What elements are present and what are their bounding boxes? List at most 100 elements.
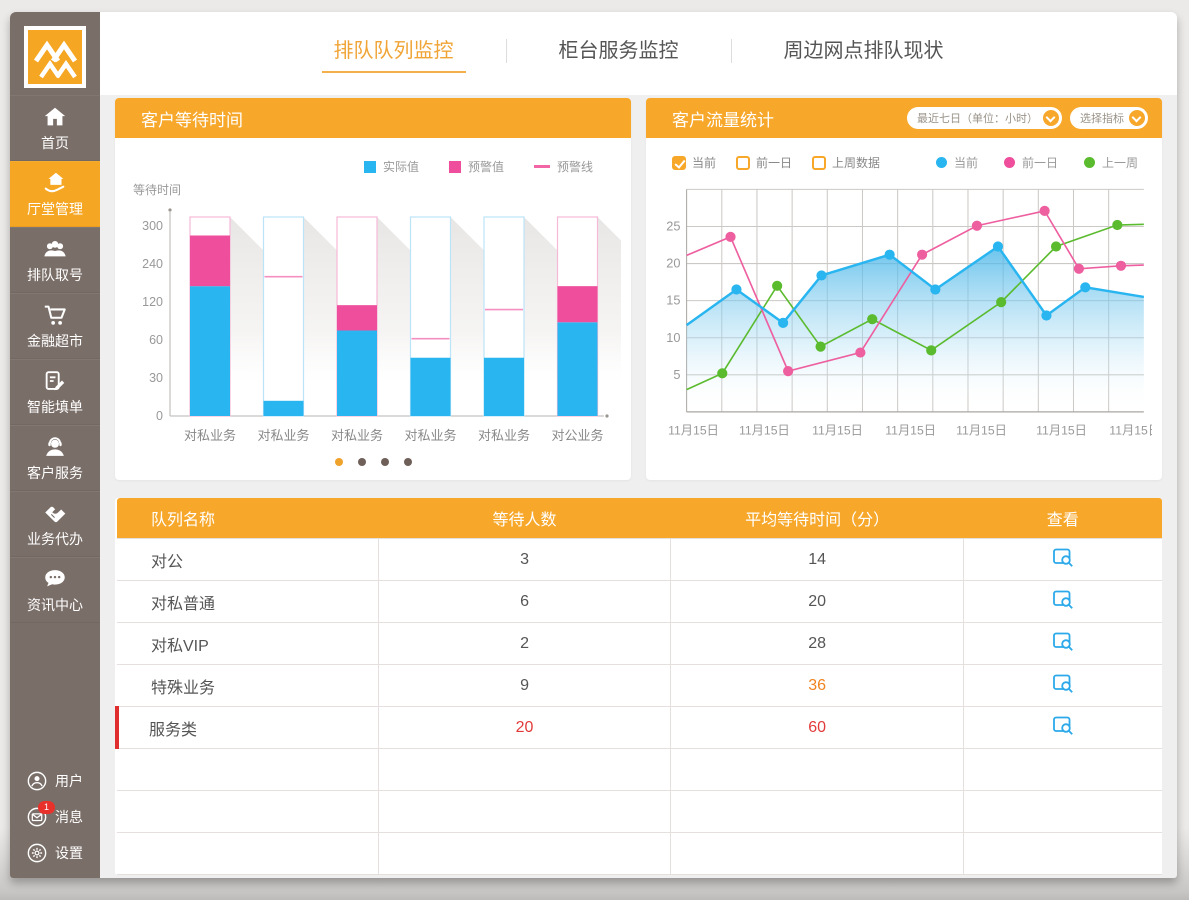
flow-panel-controls: 最近七日（单位：小时） 选择指标 xyxy=(907,107,1148,129)
home-icon xyxy=(42,104,68,130)
svg-text:11月15日: 11月15日 xyxy=(812,423,863,437)
dropdown-最近七日（单位：小时）[interactable]: 最近七日（单位：小时） xyxy=(907,107,1062,129)
dropdown-label: 选择指标 xyxy=(1080,113,1124,125)
view-cell xyxy=(962,580,1162,623)
svg-text:对公业务: 对公业务 xyxy=(551,428,603,443)
view-button[interactable] xyxy=(1047,712,1079,743)
svg-text:11月15日: 11月15日 xyxy=(956,423,1007,437)
pager-dot-3[interactable] xyxy=(380,458,389,466)
empty-cell xyxy=(670,832,964,875)
svg-text:对私业务: 对私业务 xyxy=(478,428,530,443)
sidebar-item-资讯中心[interactable]: 资讯中心 xyxy=(10,557,100,623)
sidebar-item-业务代办[interactable]: 业务代办 xyxy=(10,491,100,557)
app-logo xyxy=(23,25,87,89)
flow-checkboxes: 当前 前一日 上周数据 xyxy=(672,154,880,171)
view-button[interactable] xyxy=(1047,544,1079,575)
table-header-队列名称: 队列名称 xyxy=(117,498,379,539)
svg-text:对私业务: 对私业务 xyxy=(331,428,383,443)
legend-label: 预警线 xyxy=(556,160,593,174)
waiting-count-cell: 6 xyxy=(377,580,672,623)
legend-dot xyxy=(1003,157,1015,168)
pager-dot-4[interactable] xyxy=(403,458,412,466)
sidebar-item-金融超市[interactable]: 金融超市 xyxy=(10,293,100,359)
chevron-down-icon xyxy=(1043,110,1059,126)
svg-text:对私业务: 对私业务 xyxy=(257,428,309,443)
flow-panel: 客户流量统计 最近七日（单位：小时） 选择指标 当前 前一日 上周数据 当前 前一日 上一… xyxy=(646,98,1162,480)
checkbox-label: 上周数据 xyxy=(832,156,881,170)
sidebar-footer-label: 用户 xyxy=(55,773,83,789)
table-row: 特殊业务 9 36 xyxy=(117,664,1162,707)
topbar: 排队队列监控 柜台服务监控 周边网点排队现状 xyxy=(100,12,1177,95)
queue-table: 队列名称 等待人数 平均等待时间（分） 查看 对公 3 14 对私普通 6 20 对私VIP 2 28… xyxy=(114,498,1162,875)
form-icon xyxy=(42,368,68,394)
legend-item-上一周: 上一周 xyxy=(1083,154,1138,171)
legend-label: 当前 xyxy=(953,156,978,170)
sidebar: 首页厅堂管理 排队取号金融超市智能填单 客户服务业务代办资讯中心 用户 1 消息设置 xyxy=(10,12,100,878)
empty-cell xyxy=(377,748,672,791)
legend-item-预警值: 预警值 xyxy=(448,158,504,175)
tab-separator xyxy=(505,38,507,63)
table-row: 对私普通 6 20 xyxy=(117,580,1162,623)
app-window: 首页厅堂管理 排队取号金融超市智能填单 客户服务业务代办资讯中心 用户 1 消息设置 排… xyxy=(10,12,1177,878)
wait-time-panel: 客户等待时间 实际值 预警值 预警线 等待时间 0 30 60 120 240 300 对私业务… xyxy=(115,98,631,480)
table-header-查看: 查看 xyxy=(963,498,1162,539)
avg-wait-cell: 14 xyxy=(670,538,964,581)
mail-icon: 1 xyxy=(26,801,55,828)
avg-wait-cell: 36 xyxy=(670,664,964,707)
empty-cell xyxy=(117,748,379,791)
tab-周边网点排队现状[interactable]: 周边网点排队现状 xyxy=(783,40,944,62)
checkbox-label: 当前 xyxy=(692,156,717,170)
view-button[interactable] xyxy=(1047,628,1079,659)
checkbox-前一日[interactable]: 前一日 xyxy=(736,154,792,171)
view-cell xyxy=(962,538,1162,581)
tab-排队队列监控[interactable]: 排队队列监控 xyxy=(321,34,466,73)
top-tabs: 排队队列监控 柜台服务监控 周边网点排队现状 xyxy=(321,34,956,73)
pager-dot-1[interactable] xyxy=(334,458,343,466)
tab-柜台服务监控[interactable]: 柜台服务监控 xyxy=(558,40,679,62)
line-chart-legend: 当前 前一日 上一周 xyxy=(935,154,1138,171)
flow-toolbar: 当前 前一日 上周数据 当前 前一日 上一周 xyxy=(672,154,1138,171)
waiting-count-cell: 3 xyxy=(377,538,672,581)
wait-time-panel-title: 客户等待时间 xyxy=(141,110,243,130)
sidebar-footer-消息[interactable]: 1 消息 xyxy=(26,801,100,828)
cart-icon xyxy=(42,302,68,328)
sidebar-item-label: 金融超市 xyxy=(27,332,83,349)
waiting-count-cell: 20 xyxy=(377,706,672,749)
sidebar-footer: 用户 1 消息设置 xyxy=(10,770,100,878)
sidebar-item-首页[interactable]: 首页 xyxy=(10,95,100,161)
svg-text:25: 25 xyxy=(666,219,680,234)
svg-text:0: 0 xyxy=(156,409,163,423)
legend-item-当前: 当前 xyxy=(935,154,978,171)
sidebar-item-排队取号[interactable]: 排队取号 xyxy=(10,227,100,293)
checkbox-当前[interactable]: 当前 xyxy=(672,154,716,171)
queue-name-cell: 对公 xyxy=(117,538,379,581)
legend-label: 前一日 xyxy=(1021,156,1058,170)
sidebar-item-label: 首页 xyxy=(41,134,69,151)
sidebar-item-厅堂管理[interactable]: 厅堂管理 xyxy=(10,161,100,227)
sidebar-item-客户服务[interactable]: 客户服务 xyxy=(10,425,100,491)
avg-wait-cell: 60 xyxy=(670,706,964,749)
checkbox-上周数据[interactable]: 上周数据 xyxy=(812,154,880,171)
empty-cell xyxy=(670,748,964,791)
flow-panel-header: 客户流量统计 最近七日（单位：小时） 选择指标 xyxy=(646,98,1162,138)
pager-dot-2[interactable] xyxy=(357,458,366,466)
hall-icon xyxy=(42,170,68,196)
empty-cell xyxy=(117,832,379,875)
queue-name-cell: 特殊业务 xyxy=(117,664,379,707)
queue-table-header-row: 队列名称 等待人数 平均等待时间（分） 查看 xyxy=(117,498,1162,539)
sidebar-footer-用户[interactable]: 用户 xyxy=(26,770,100,792)
svg-text:10: 10 xyxy=(666,330,680,345)
table-row-empty xyxy=(117,832,1162,875)
table-row-empty xyxy=(117,748,1162,791)
table-header-等待人数: 等待人数 xyxy=(378,498,671,539)
view-button[interactable] xyxy=(1047,586,1079,617)
sidebar-item-智能填单[interactable]: 智能填单 xyxy=(10,359,100,425)
sidebar-item-label: 业务代办 xyxy=(27,530,83,547)
dropdown-选择指标[interactable]: 选择指标 xyxy=(1070,107,1148,129)
view-button[interactable] xyxy=(1047,670,1079,701)
checkbox-box xyxy=(672,155,686,170)
table-row: 对公 3 14 xyxy=(117,538,1162,581)
sidebar-footer-设置[interactable]: 设置 xyxy=(26,842,100,864)
legend-item-实际值: 实际值 xyxy=(363,158,419,175)
